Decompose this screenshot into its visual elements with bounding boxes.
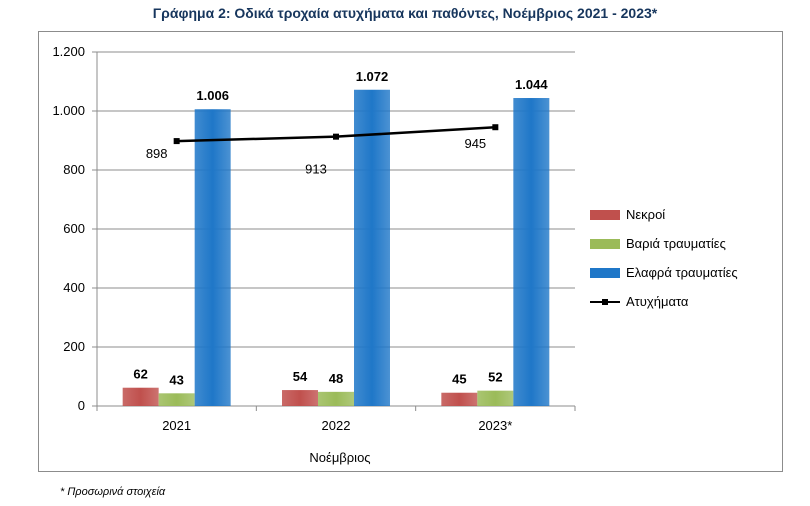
line-marker xyxy=(492,124,499,131)
chart-frame xyxy=(38,31,783,472)
legend-label-light: Ελαφρά τραυματίες xyxy=(626,265,738,280)
bar-data-label: 43 xyxy=(169,372,183,387)
legend-swatch-serious xyxy=(590,238,620,249)
y-tick-label: 600 xyxy=(63,221,85,236)
bar-data-label: 54 xyxy=(293,369,308,384)
legend-label-serious: Βαριά τραυματίες xyxy=(626,236,726,251)
x-axis-label: Νοέμβριος xyxy=(309,450,371,465)
bar-data-label: 52 xyxy=(488,370,502,385)
chart-title: Γράφημα 2: Οδικά τροχαία ατυχήματα και π… xyxy=(152,5,658,21)
line-data-label: 898 xyxy=(146,146,168,161)
bar-1 xyxy=(441,392,478,406)
x-tick-label: 2023* xyxy=(478,418,512,433)
bar-3 xyxy=(513,98,550,407)
bar-2 xyxy=(318,391,354,406)
bar-3 xyxy=(354,89,390,406)
legend-item-serious: Βαριά τραυματίες xyxy=(590,229,738,258)
line-marker xyxy=(173,138,180,145)
legend-swatch-light xyxy=(590,267,620,278)
bar-data-label: 1.072 xyxy=(356,69,389,84)
line-data-label: 945 xyxy=(464,136,486,151)
chart-legend: Νεκροί Βαριά τραυματίες Ελαφρά τραυματίε… xyxy=(590,200,738,316)
y-tick-label: 800 xyxy=(63,162,85,177)
bar-2 xyxy=(477,390,514,406)
bar-data-label: 1.006 xyxy=(196,88,229,103)
bar-data-label: 45 xyxy=(452,372,466,387)
bar-data-label: 1.044 xyxy=(515,77,548,92)
legend-item-light: Ελαφρά τραυματίες xyxy=(590,258,738,287)
bar-data-label: 48 xyxy=(329,371,343,386)
legend-swatch-accidents xyxy=(590,297,620,307)
legend-swatch-deaths xyxy=(590,209,620,220)
x-tick-label: 2021 xyxy=(162,418,191,433)
y-tick-label: 0 xyxy=(78,398,85,413)
x-tick-label: 2022 xyxy=(322,418,351,433)
legend-item-deaths: Νεκροί xyxy=(590,200,738,229)
bar-2 xyxy=(158,393,195,406)
bar-1 xyxy=(282,390,318,406)
footnote: * Προσωρινά στοιχεία xyxy=(60,486,166,498)
bar-1 xyxy=(122,387,159,406)
y-tick-label: 200 xyxy=(63,339,85,354)
legend-item-accidents: Ατυχήματα xyxy=(590,287,738,316)
bar-data-label: 62 xyxy=(133,367,147,382)
line-data-label: 913 xyxy=(305,162,327,177)
legend-label-deaths: Νεκροί xyxy=(626,207,666,222)
y-tick-label: 1.200 xyxy=(52,44,85,59)
y-tick-label: 400 xyxy=(63,280,85,295)
bar-3 xyxy=(194,109,231,406)
line-marker xyxy=(333,133,339,140)
legend-label-accidents: Ατυχήματα xyxy=(626,294,689,309)
y-tick-label: 1.000 xyxy=(52,103,85,118)
